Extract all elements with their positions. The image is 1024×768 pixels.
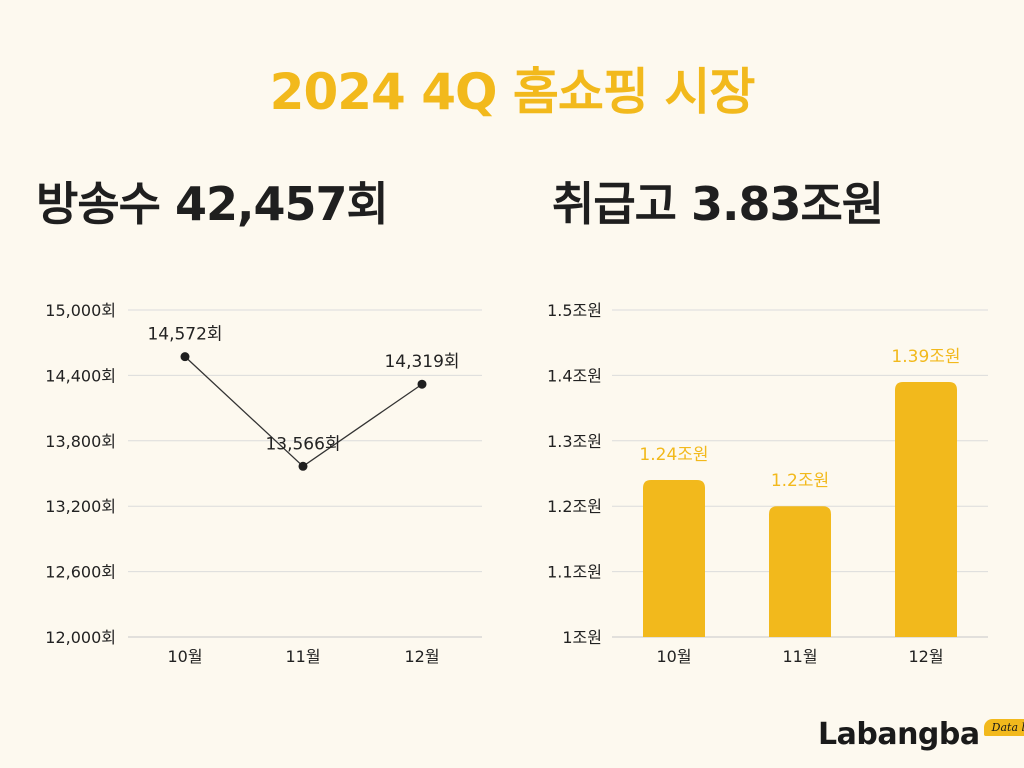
y-tick-label: 1.4조원: [547, 366, 602, 385]
data-label: 1.39조원: [891, 347, 960, 367]
x-tick-label: 11월: [285, 647, 320, 666]
labangba-logo: Labangba Data lab: [818, 714, 1024, 754]
y-tick-label: 1.1조원: [547, 563, 602, 582]
data-label: 13,566회: [265, 434, 340, 454]
data-label: 14,319회: [384, 352, 459, 372]
x-tick-label: 12월: [908, 647, 943, 666]
y-tick-label: 12,000회: [45, 628, 116, 647]
x-tick-label: 10월: [656, 647, 691, 666]
x-tick-label: 11월: [782, 647, 817, 666]
bar: [895, 381, 957, 637]
y-tick-label: 1.2조원: [547, 497, 602, 516]
y-tick-label: 1.3조원: [547, 432, 602, 451]
bar: [769, 506, 831, 637]
bar: [643, 480, 705, 637]
x-tick-label: 10월: [167, 647, 202, 666]
data-point: [298, 461, 308, 471]
broadcast-count-headline: 방송수 42,457회: [36, 177, 389, 231]
y-tick-label: 14,400회: [45, 366, 116, 385]
data-point: [417, 379, 427, 389]
y-tick-label: 1조원: [562, 628, 602, 647]
page-title: 2024 4Q 홈쇼핑 시장: [269, 63, 756, 121]
logo-wordmark: Labangba: [818, 716, 980, 752]
sales-volume-headline: 취급고 3.83조원: [552, 177, 884, 231]
logo-tag: Data lab: [983, 718, 1024, 736]
data-point: [180, 352, 190, 362]
data-label: 1.2조원: [771, 471, 829, 491]
data-label: 1.24조원: [639, 445, 708, 465]
data-label: 14,572회: [147, 325, 222, 345]
x-tick-label: 12월: [404, 647, 439, 666]
y-tick-label: 13,800회: [45, 432, 116, 451]
y-tick-label: 12,600회: [45, 563, 116, 582]
y-tick-label: 15,000회: [45, 301, 116, 320]
y-tick-label: 1.5조원: [547, 301, 602, 320]
y-tick-label: 13,200회: [45, 497, 116, 516]
